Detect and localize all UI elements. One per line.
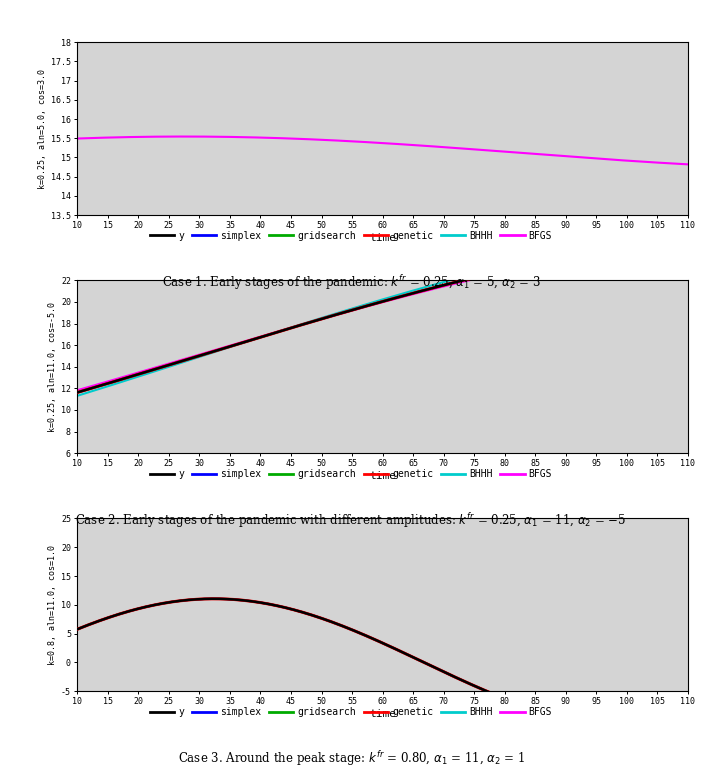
Text: Case 1. Early stages of the pandemic: $k^{fr}$ = 0.25, $\alpha_1$ = 5, $\alpha_2: Case 1. Early stages of the pandemic: $k… bbox=[161, 273, 541, 292]
Y-axis label: k=0.25, aln=5.0, cos=3.0: k=0.25, aln=5.0, cos=3.0 bbox=[38, 68, 47, 189]
X-axis label: time: time bbox=[369, 471, 396, 481]
X-axis label: time: time bbox=[369, 233, 396, 243]
Y-axis label: k=0.25, aln=11.0, cos=-5.0: k=0.25, aln=11.0, cos=-5.0 bbox=[48, 302, 57, 432]
Y-axis label: k=0.8, aln=11.0, cos=1.0: k=0.8, aln=11.0, cos=1.0 bbox=[48, 545, 57, 665]
Legend: y, simplex, gridsearch, genetic, BHHH, BFGS: y, simplex, gridsearch, genetic, BHHH, B… bbox=[146, 227, 556, 245]
Text: Case 2. Early stages of the pandemic with different amplitudes: $k^{fr}$ = 0.25,: Case 2. Early stages of the pandemic wit… bbox=[75, 511, 627, 530]
X-axis label: time: time bbox=[369, 709, 396, 719]
Legend: y, simplex, gridsearch, genetic, BHHH, BFGS: y, simplex, gridsearch, genetic, BHHH, B… bbox=[146, 703, 556, 721]
Text: Case 3. Around the peak stage: $k^{fr}$ = 0.80, $\alpha_1$ = 11, $\alpha_2$ = 1: Case 3. Around the peak stage: $k^{fr}$ … bbox=[178, 749, 524, 768]
Legend: y, simplex, gridsearch, genetic, BHHH, BFGS: y, simplex, gridsearch, genetic, BHHH, B… bbox=[146, 465, 556, 483]
